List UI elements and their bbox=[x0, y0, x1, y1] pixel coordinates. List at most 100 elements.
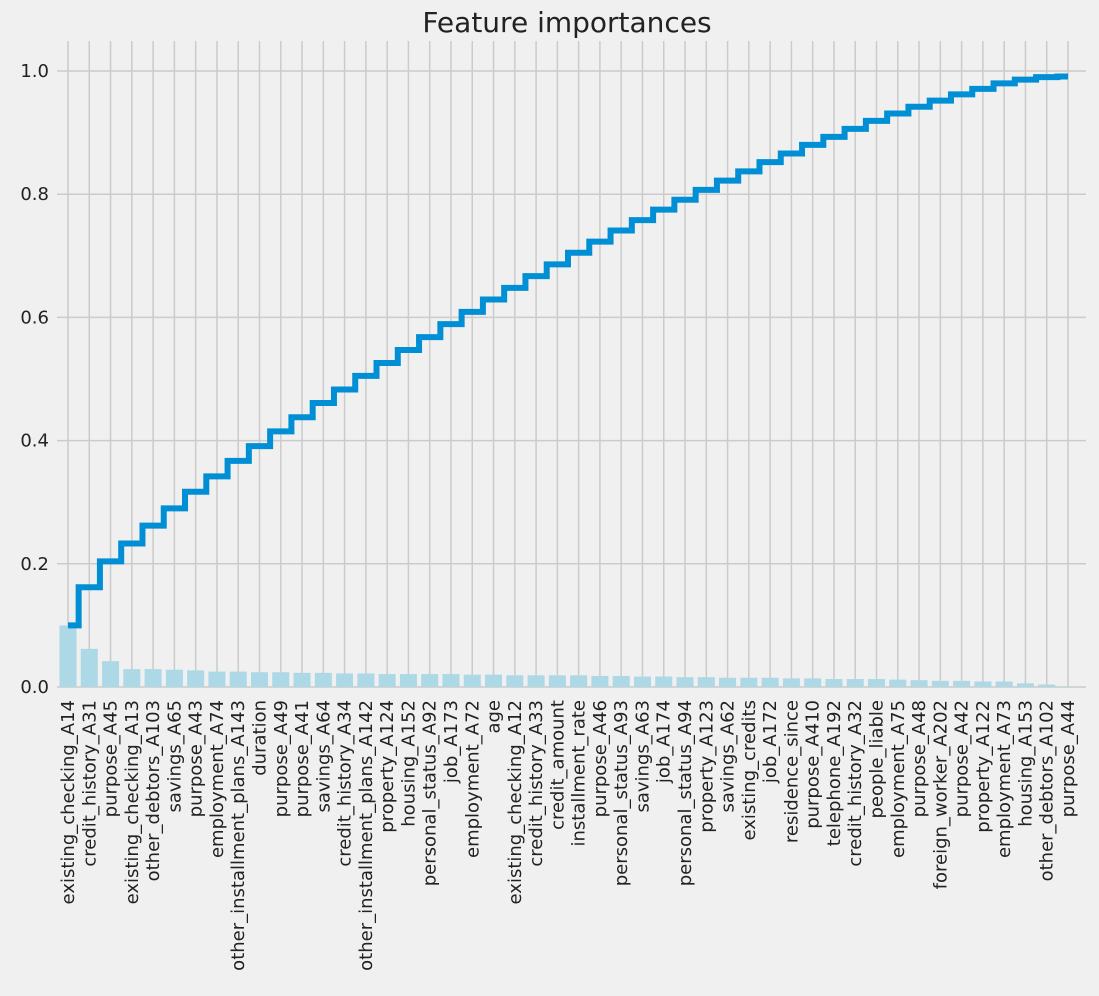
x-tick-label: savings_A62 bbox=[718, 700, 739, 813]
x-tick-label: existing_checking_A12 bbox=[505, 700, 526, 904]
x-tick-label: housing_A153 bbox=[1015, 700, 1036, 827]
x-tick-label: job_A172 bbox=[760, 700, 781, 784]
bar bbox=[272, 672, 290, 687]
bar bbox=[123, 669, 141, 687]
x-tick-label: purpose_A46 bbox=[590, 700, 611, 817]
x-tick-label: property_A124 bbox=[377, 700, 398, 833]
bar bbox=[293, 672, 311, 687]
x-tick-label: purpose_A42 bbox=[952, 700, 973, 817]
x-tick-label: personal_status_A92 bbox=[420, 700, 441, 886]
y-tick-label: 0.4 bbox=[20, 431, 49, 452]
bar bbox=[421, 674, 439, 687]
x-tick-label: purpose_A49 bbox=[271, 700, 292, 817]
x-tick-label: credit_history_A33 bbox=[526, 700, 547, 867]
cumulative-step-line bbox=[68, 73, 1068, 629]
x-tick-label: credit_history_A34 bbox=[335, 700, 356, 867]
x-tick-label: savings_A63 bbox=[632, 700, 653, 813]
x-tick-label: savings_A64 bbox=[313, 700, 334, 813]
bar bbox=[633, 676, 651, 687]
bar bbox=[953, 680, 971, 687]
x-tick-label: age bbox=[484, 700, 505, 734]
x-tick-label: residence_since bbox=[781, 700, 802, 843]
x-tick-label: other_debtors_A102 bbox=[1037, 700, 1058, 881]
bar bbox=[570, 675, 588, 687]
bar bbox=[761, 677, 779, 687]
x-tick-label: housing_A152 bbox=[398, 700, 419, 827]
bars-group bbox=[59, 625, 1077, 687]
bar bbox=[889, 679, 907, 687]
bar bbox=[463, 674, 481, 687]
x-tick-label: credit_history_A31 bbox=[79, 700, 100, 867]
x-tick-label: credit_amount bbox=[547, 700, 568, 830]
x-tick-label: job_A173 bbox=[441, 700, 462, 784]
x-tick-label: existing_credits bbox=[739, 700, 760, 841]
bar bbox=[399, 674, 417, 687]
bar bbox=[655, 676, 673, 687]
x-tick-label: purpose_A43 bbox=[186, 700, 207, 817]
bar bbox=[357, 673, 375, 687]
bar bbox=[697, 677, 715, 687]
x-tick-label: people_liable bbox=[867, 700, 888, 819]
x-tick-label: duration bbox=[249, 700, 270, 776]
x-tick-label: existing_checking_A13 bbox=[122, 700, 143, 904]
bar bbox=[442, 674, 460, 687]
bar bbox=[719, 677, 737, 687]
bar bbox=[825, 678, 843, 687]
bar bbox=[80, 648, 98, 687]
x-tick-label: purpose_A44 bbox=[1058, 700, 1079, 817]
bar bbox=[591, 675, 609, 687]
x-tick-label: employment_A74 bbox=[207, 700, 228, 858]
bar bbox=[250, 672, 268, 687]
bar bbox=[995, 681, 1013, 687]
x-tick-label: installment_rate bbox=[569, 700, 590, 847]
x-tick-label: purpose_A41 bbox=[292, 700, 313, 817]
bar bbox=[506, 675, 524, 687]
bar bbox=[59, 625, 77, 687]
bar bbox=[336, 673, 354, 687]
bar bbox=[868, 678, 886, 687]
bar bbox=[314, 672, 332, 687]
bar bbox=[804, 678, 822, 687]
x-tick-label: foreign_worker_A202 bbox=[930, 700, 951, 889]
bar bbox=[485, 674, 503, 687]
y-tick-label: 0.0 bbox=[20, 677, 49, 698]
bar bbox=[910, 680, 928, 687]
bar bbox=[931, 680, 949, 687]
bar bbox=[676, 677, 694, 687]
bar bbox=[974, 681, 992, 687]
bar bbox=[144, 669, 162, 687]
x-tick-labels: existing_checking_A14 credit_history_A31 p… bbox=[58, 700, 1079, 971]
x-tick-label: purpose_A45 bbox=[101, 700, 122, 817]
bar bbox=[187, 670, 205, 687]
x-tick-label: employment_A75 bbox=[888, 700, 909, 858]
x-tick-label: employment_A72 bbox=[462, 700, 483, 858]
x-tick-label: credit_history_A32 bbox=[845, 700, 866, 867]
bar bbox=[1059, 686, 1077, 687]
bar bbox=[229, 671, 247, 687]
y-tick-label: 0.2 bbox=[20, 554, 49, 575]
bar bbox=[165, 669, 183, 687]
x-tick-label: telephone_A192 bbox=[824, 700, 845, 846]
bar bbox=[102, 661, 120, 687]
x-tick-label: other_debtors_A103 bbox=[143, 700, 164, 881]
x-tick-label: existing_checking_A14 bbox=[58, 700, 79, 904]
y-tick-label: 0.8 bbox=[20, 184, 49, 205]
y-tick-labels: 0.0 0.2 0.4 0.6 0.8 1.0 bbox=[20, 61, 49, 698]
x-tick-label: purpose_A410 bbox=[803, 700, 824, 829]
y-tick-label: 1.0 bbox=[20, 61, 49, 82]
bar bbox=[1016, 683, 1034, 687]
x-tick-label: job_A174 bbox=[654, 700, 675, 784]
cumulative-line-group bbox=[68, 73, 1068, 629]
x-tick-label: employment_A73 bbox=[994, 700, 1015, 858]
x-tick-label: property_A122 bbox=[973, 700, 994, 833]
x-tick-label: other_installment_plans_A143 bbox=[228, 700, 249, 971]
x-tick-label: personal_status_A93 bbox=[611, 700, 632, 886]
x-tick-label: purpose_A48 bbox=[909, 700, 930, 817]
chart-title: Feature importances bbox=[422, 6, 711, 39]
bar bbox=[527, 675, 545, 687]
bar bbox=[782, 678, 800, 687]
bar bbox=[740, 677, 758, 687]
bar bbox=[208, 671, 226, 687]
x-tick-label: property_A123 bbox=[696, 700, 717, 833]
